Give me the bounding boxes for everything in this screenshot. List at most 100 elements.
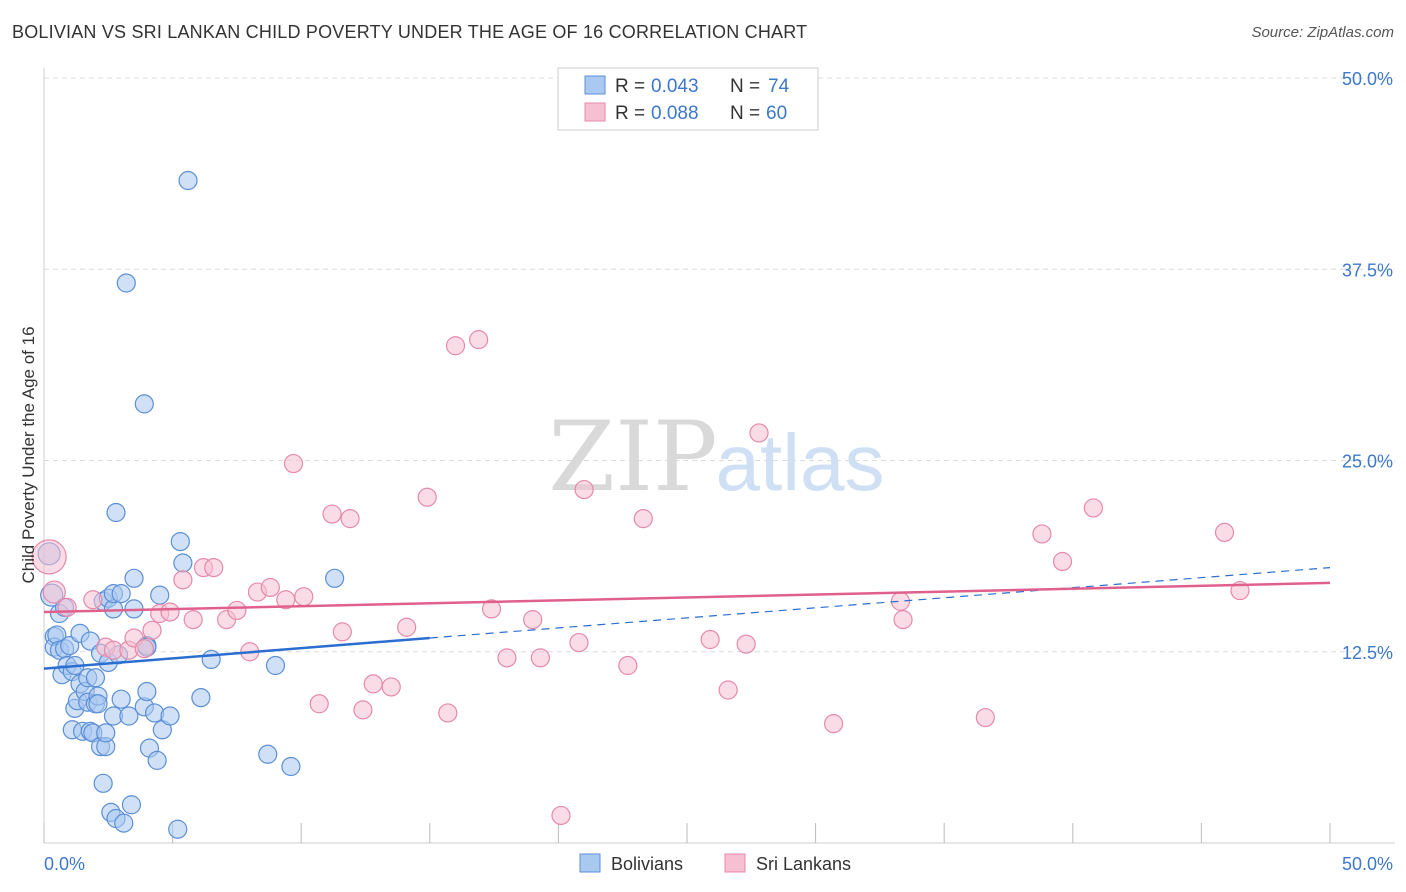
sri-lankan-point (204, 557, 224, 578)
sri-lankan-point (332, 622, 352, 642)
sri-lankan-point (618, 655, 638, 676)
sri-lankan-point (42, 580, 66, 604)
source-label: Source: ZipAtlas.com (1251, 24, 1394, 41)
y-axis-label: Child Poverty Under the Age of 16 (19, 326, 38, 583)
bolivian-trend-extension (429, 567, 1331, 639)
sri-lankan-point (700, 629, 720, 650)
y-tick-label: 25.0% (1342, 452, 1393, 472)
bolivian-point (85, 668, 106, 688)
sri-lankan-point (530, 648, 550, 668)
chart-title: BOLIVIAN VS SRI LANKAN CHILD POVERTY UND… (12, 22, 808, 42)
sri-lankan-point (160, 602, 180, 622)
sri-lankan-point (438, 703, 458, 723)
bolivian-point (88, 694, 108, 714)
bolivian-point (121, 795, 142, 815)
bolivian-point (124, 568, 144, 588)
legend-r-value-2: 0.088 (651, 103, 699, 124)
bolivian-point (173, 553, 193, 573)
sri-lankan-point (893, 610, 913, 630)
bolivian-point (168, 819, 188, 839)
sri-lankan-point (469, 330, 489, 350)
legend-bottom-swatch-sri-lankans (724, 853, 746, 873)
grid (44, 77, 1395, 653)
legend-n-label-2: N = (730, 103, 760, 124)
watermark-atlas: atlas (716, 418, 885, 507)
legend-r-label-1: R = (615, 76, 645, 97)
y-tick-label: 50.0% (1342, 69, 1393, 89)
sri-lankan-point (523, 610, 543, 630)
sri-lankan-point (340, 509, 360, 529)
sri-lankan-point (736, 634, 756, 654)
bolivian-point (134, 394, 154, 414)
legend-swatch-bolivians (584, 75, 606, 95)
sri-lankan-point (417, 487, 437, 507)
sri-lankan-point (134, 639, 154, 659)
bolivian-point (93, 773, 113, 793)
bolivian-point (201, 649, 221, 670)
bolivian-point (281, 756, 301, 777)
x-tick-label: 0.0% (44, 854, 85, 874)
sri-lankan-point (322, 504, 342, 524)
legend-top: R = 0.043 N = 74 R = 0.088 N = 60 (557, 67, 819, 131)
sri-lankan-point (173, 570, 193, 590)
bolivian-point (111, 584, 131, 604)
points (31, 170, 1250, 839)
bolivian-point (114, 813, 134, 833)
sri-lankan-point (57, 597, 77, 617)
sri-lankan-point (445, 336, 466, 356)
legend-r-label-2: R = (615, 103, 645, 124)
bolivian-point (96, 723, 116, 743)
sri-lankan-point (824, 714, 844, 734)
sri-lankan-point (381, 677, 401, 697)
y-tick-label: 37.5% (1342, 260, 1393, 280)
sri-lankan-point (975, 707, 995, 728)
bolivian-point (178, 170, 198, 191)
legend-n-value-2: 60 (766, 103, 787, 124)
bolivian-point (160, 706, 180, 726)
sri-lankan-point (569, 632, 589, 653)
sri-lankan-point (1214, 522, 1235, 543)
sri-lankan-point (183, 610, 203, 630)
sri-lankan-point (397, 617, 417, 637)
bolivian-trend-line (43, 636, 430, 670)
bolivian-point (116, 273, 136, 293)
sri-lankan-point (227, 600, 247, 621)
bolivian-point (147, 750, 167, 770)
watermark: ZIP atlas (548, 401, 884, 513)
sri-lankan-trend-line (43, 581, 1331, 614)
bolivian-point (265, 655, 286, 676)
bolivian-point (150, 585, 170, 605)
bolivian-point (119, 706, 139, 726)
sri-lankan-point (633, 509, 653, 529)
legend-bottom-label-bolivians: Bolivians (611, 854, 683, 874)
sri-lankan-point (31, 539, 67, 575)
sri-lankan-point (283, 453, 304, 474)
sri-lankan-point (294, 587, 314, 607)
sri-lankan-point (497, 648, 517, 668)
legend-bottom-swatch-bolivians (579, 853, 601, 873)
legend-bottom: Bolivians Sri Lankans (579, 853, 851, 874)
sri-lankan-point (363, 674, 383, 694)
sri-lankan-point (551, 805, 571, 826)
watermark-zip: ZIP (548, 401, 717, 513)
x-tick-label: 50.0% (1342, 854, 1393, 874)
bolivian-point (191, 688, 211, 708)
bolivian-point (325, 568, 345, 588)
legend-bottom-label-sri-lankans: Sri Lankans (756, 854, 851, 874)
sri-lankan-point (574, 479, 594, 500)
trend-lines (43, 567, 1331, 670)
legend-r-value-1: 0.043 (651, 76, 699, 97)
sri-lankan-point (718, 680, 738, 700)
legend-n-value-1: 74 (768, 76, 790, 97)
bolivian-point (111, 689, 131, 709)
sri-lankan-point (1032, 524, 1052, 544)
sri-lankan-point (353, 700, 373, 720)
sri-lankan-point (83, 590, 103, 610)
y-tick-label: 12.5% (1342, 643, 1393, 663)
sri-lankan-point (1052, 551, 1073, 572)
sri-lankan-point (309, 694, 329, 714)
bolivian-point (144, 703, 165, 723)
sri-lankan-point (260, 577, 280, 598)
bolivian-point (106, 502, 126, 523)
